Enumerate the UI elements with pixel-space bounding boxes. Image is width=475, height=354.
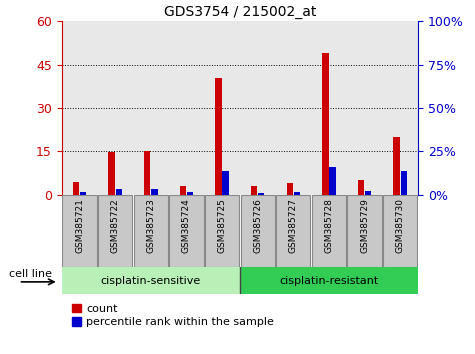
Text: GSM385725: GSM385725 <box>218 198 227 253</box>
FancyBboxPatch shape <box>383 195 418 267</box>
FancyBboxPatch shape <box>63 195 97 267</box>
Text: cisplatin-sensitive: cisplatin-sensitive <box>101 275 201 286</box>
Bar <box>73 182 79 195</box>
Text: GSM385730: GSM385730 <box>396 198 405 253</box>
Bar <box>286 183 293 195</box>
FancyBboxPatch shape <box>98 195 132 267</box>
Text: cisplatin-resistant: cisplatin-resistant <box>279 275 379 286</box>
FancyBboxPatch shape <box>240 195 275 267</box>
Bar <box>294 192 300 195</box>
Text: GSM385728: GSM385728 <box>324 198 333 253</box>
Bar <box>222 171 229 195</box>
FancyBboxPatch shape <box>62 267 418 294</box>
Text: GSM385721: GSM385721 <box>75 198 84 253</box>
FancyBboxPatch shape <box>62 267 240 294</box>
Text: GSM385729: GSM385729 <box>360 198 369 253</box>
FancyBboxPatch shape <box>205 195 239 267</box>
Bar <box>108 152 115 195</box>
Text: GSM385724: GSM385724 <box>182 198 191 253</box>
FancyBboxPatch shape <box>169 195 203 267</box>
Bar <box>80 192 86 195</box>
Bar <box>258 193 265 195</box>
Bar <box>358 180 364 195</box>
Title: GDS3754 / 215002_at: GDS3754 / 215002_at <box>164 5 316 19</box>
Bar <box>144 152 151 195</box>
Bar <box>215 78 222 195</box>
Text: GSM385727: GSM385727 <box>289 198 298 253</box>
Bar <box>151 189 158 195</box>
Text: cell line: cell line <box>9 269 52 279</box>
Text: GSM385723: GSM385723 <box>146 198 155 253</box>
Bar <box>180 186 186 195</box>
Bar <box>393 137 400 195</box>
Bar <box>329 167 336 195</box>
Bar <box>115 189 122 195</box>
Text: GSM385726: GSM385726 <box>253 198 262 253</box>
Legend: count, percentile rank within the sample: count, percentile rank within the sample <box>67 299 278 332</box>
Bar <box>251 186 257 195</box>
FancyBboxPatch shape <box>134 195 168 267</box>
FancyBboxPatch shape <box>347 195 382 267</box>
Bar <box>365 191 371 195</box>
FancyBboxPatch shape <box>312 195 346 267</box>
Bar <box>322 53 329 195</box>
FancyBboxPatch shape <box>276 195 311 267</box>
Bar <box>187 192 193 195</box>
Bar <box>400 171 407 195</box>
FancyBboxPatch shape <box>240 267 418 294</box>
Text: GSM385722: GSM385722 <box>111 198 120 253</box>
